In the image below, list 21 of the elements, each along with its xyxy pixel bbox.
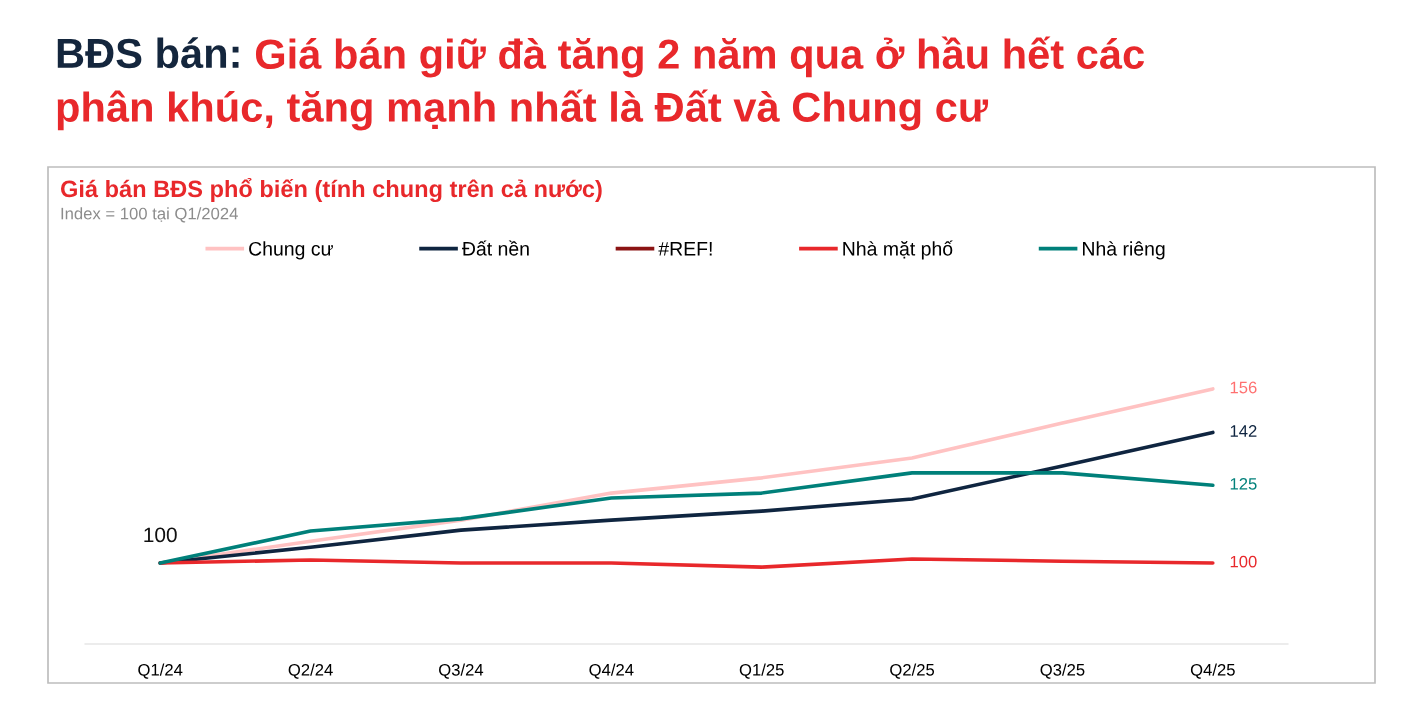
data-label: 125 [1230, 477, 1257, 490]
x-tick-label: Q3/25 [1040, 663, 1085, 679]
x-tick-label: Q1/25 [739, 663, 784, 679]
x-tick-label: Q2/24 [288, 663, 333, 679]
text: Index = 100 tại Q1/2024 [61, 207, 238, 223]
chart-subtitle: Giá bán BĐS phổ biến (tính chung trên cả nước) [60, 177, 602, 203]
x-tick-label: Q3/24 [439, 663, 484, 679]
x-tick-label: Q2/25 [890, 663, 935, 679]
legend-label: Đất nền [462, 240, 529, 256]
x-tick-label: Q1/24 [138, 663, 183, 679]
chart-title: BĐS bán: Giá bán giữ đà tăng 2 năm qua ở hầu hết các phân khúc, tăng mạnh nhất là Đất và Chung cư [57, 36, 1145, 131]
x-tick-label: Q4/25 [1190, 663, 1235, 679]
legend-label: Chung cư [249, 241, 333, 260]
data-label: 100 [1230, 555, 1257, 568]
data-label: 100 [144, 527, 177, 543]
data-label: 142 [1230, 425, 1257, 437]
data-label: 156 [1230, 381, 1257, 394]
x-tick-label: Q4/24 [589, 663, 634, 679]
legend-label: Nhà mặt phố [843, 240, 953, 260]
legend-label: #REF! [658, 242, 712, 256]
legend-label: Nhà riêng [1083, 241, 1165, 260]
